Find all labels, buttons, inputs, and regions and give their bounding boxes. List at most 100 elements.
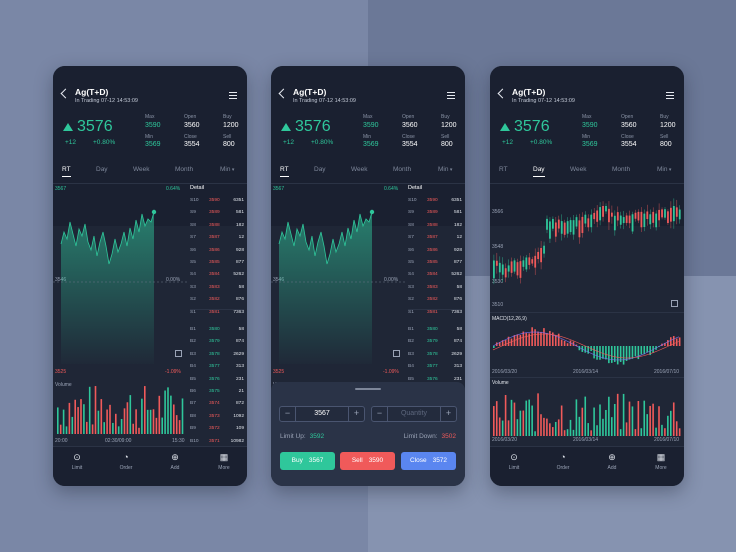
max-value: 3590 (582, 122, 598, 129)
tab-min[interactable]: Min (657, 166, 671, 173)
candle-body (625, 215, 628, 223)
nav-item-order[interactable]: ◔ Order (547, 453, 579, 472)
volume-bar (605, 409, 607, 436)
tab-month[interactable]: Month (393, 166, 412, 173)
detail-row-label: B3 (190, 351, 196, 357)
fullscreen-icon[interactable] (393, 350, 400, 357)
tab-rt[interactable]: RT (62, 166, 71, 177)
kline-volume-chart (493, 393, 681, 436)
candle-body (560, 221, 563, 234)
nav-item-more[interactable]: ▦ More (645, 453, 677, 472)
rt-price-line (60, 211, 155, 265)
tab-month[interactable]: Month (612, 166, 631, 173)
macd-bar (507, 336, 510, 346)
quantity-input[interactable]: Quantity (400, 410, 428, 417)
price-stepper[interactable]: − 3567 + (279, 406, 365, 422)
detail-row-volume: 12 (238, 235, 244, 241)
menu-icon[interactable] (666, 92, 674, 99)
bottom-nav: ⊙ Limit ◔ Order ⊕ Add ▦ More (53, 446, 247, 486)
candle-body (540, 248, 542, 263)
volume-bar (80, 399, 82, 434)
macd-bar (640, 346, 643, 355)
current-price: 3576 (514, 118, 550, 135)
macd-date-2: 2016/03/14 (573, 369, 599, 375)
menu-icon[interactable] (447, 92, 455, 99)
open-value: 3560 (184, 122, 200, 129)
macd-bar (619, 346, 622, 362)
trading-status: In Trading 07-12 14:53:09 (75, 98, 138, 104)
volume-bar (507, 420, 510, 436)
back-icon[interactable] (278, 88, 289, 99)
buy-button[interactable]: Buy 3567 (280, 452, 335, 470)
detail-row: S7 3587 12 (408, 235, 462, 246)
tab-month[interactable]: Month (175, 166, 194, 173)
detail-row-volume: 2629 (451, 351, 462, 357)
volume-bar (584, 396, 587, 436)
tab-min[interactable]: Min (438, 166, 452, 173)
plus-icon[interactable]: + (348, 407, 364, 421)
detail-row-volume: 12 (456, 235, 462, 241)
sell-label: Sell (441, 134, 450, 140)
volume-bar (170, 395, 172, 434)
candle-body (507, 265, 510, 272)
nav-label: Limit (71, 465, 83, 471)
nav-item-more[interactable]: ▦ More (208, 453, 240, 472)
min-label: Min (363, 134, 372, 140)
detail-row-label: S10 (408, 198, 417, 203)
volume-bar (120, 419, 123, 434)
fullscreen-icon[interactable] (175, 350, 182, 357)
tab-rt[interactable]: RT (280, 166, 289, 177)
candle-body (501, 264, 504, 275)
volume-bar (528, 399, 530, 436)
tab-week[interactable]: Week (570, 166, 587, 173)
detail-row: B4 3577 313 (190, 364, 244, 375)
nav-item-limit[interactable]: ⊙ Limit (498, 453, 530, 472)
volume-bar (129, 395, 132, 434)
nav-item-limit[interactable]: ⊙ Limit (61, 453, 93, 472)
candle-body (664, 209, 666, 218)
minus-icon[interactable]: − (280, 407, 296, 421)
nav-label: Order (556, 465, 570, 471)
detail-row-price: 3575 (209, 389, 220, 394)
detail-row-label: B3 (408, 351, 414, 357)
close-label: Close (184, 134, 197, 140)
volume-bar (167, 387, 169, 434)
candle-body (619, 215, 622, 225)
detail-row-price: 3584 (427, 272, 438, 278)
plus-icon[interactable]: + (440, 407, 456, 421)
phone-kline-view: Ag(T+D) In Trading 07-12 14:53:09 3576 +… (490, 66, 684, 486)
back-icon[interactable] (60, 88, 71, 99)
tab-week[interactable]: Week (133, 166, 150, 173)
tab-min[interactable]: Min (220, 166, 234, 173)
rt-time-mid: 02:30/09:00 (105, 438, 132, 444)
volume-bar (534, 431, 536, 436)
detail-row-price: 3590 (427, 198, 438, 203)
nav-item-add[interactable]: ⊕ Add (596, 453, 628, 472)
tab-day[interactable]: Day (533, 166, 545, 177)
menu-icon[interactable] (229, 92, 237, 99)
quantity-stepper[interactable]: − Quantity + (371, 406, 457, 422)
close-value: 3554 (621, 141, 637, 148)
tab-day[interactable]: Day (96, 166, 108, 173)
nav-item-add[interactable]: ⊕ Add (159, 453, 191, 472)
minus-icon[interactable]: − (372, 407, 388, 421)
detail-row-volume: 5262 (233, 272, 244, 278)
volume-bar (628, 401, 631, 436)
sell-button[interactable]: Sell 3590 (340, 452, 395, 470)
tab-day[interactable]: Day (314, 166, 326, 173)
kline-volume-label: Volume (492, 380, 509, 386)
sell-button-label: Sell (351, 457, 363, 464)
nav-item-order[interactable]: ◔ Order (110, 453, 142, 472)
price-input[interactable]: 3567 (314, 410, 330, 417)
volume-bar (596, 425, 598, 436)
sheet-handle[interactable] (355, 388, 381, 390)
tab-week[interactable]: Week (351, 166, 368, 173)
macd-bar (613, 346, 616, 362)
back-icon[interactable] (497, 88, 508, 99)
close-button[interactable]: Close 3572 (401, 452, 456, 470)
detail-row-label: B10 (190, 438, 199, 444)
tab-rt[interactable]: RT (499, 166, 508, 173)
volume-bar (672, 402, 675, 436)
detail-row-label: S5 (190, 260, 196, 265)
fullscreen-icon[interactable] (671, 300, 678, 307)
